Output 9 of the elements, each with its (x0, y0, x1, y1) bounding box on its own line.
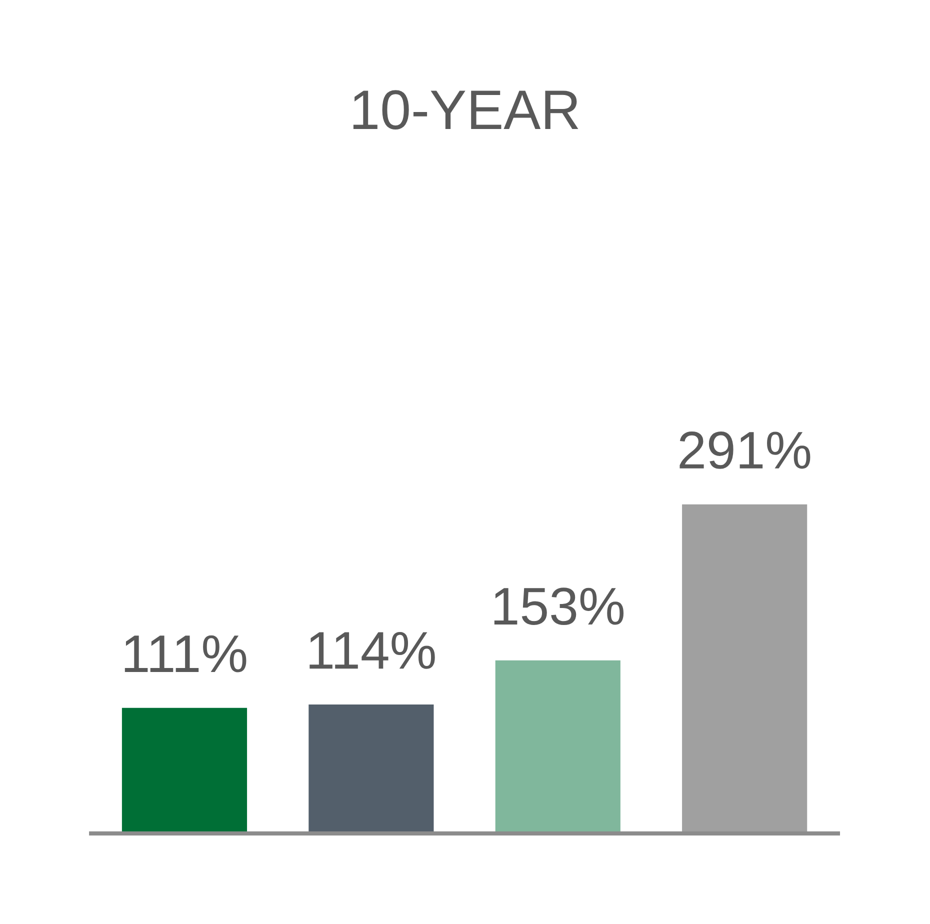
chart-title: 10-YEAR (353, 90, 578, 130)
bar (308, 704, 434, 834)
bar (122, 708, 248, 834)
data-label: 111% (124, 635, 246, 672)
bar (682, 504, 808, 834)
data-label: 153% (494, 588, 624, 625)
data-label: 114% (310, 632, 435, 669)
data-label: 291% (680, 432, 810, 469)
bar (495, 660, 620, 834)
